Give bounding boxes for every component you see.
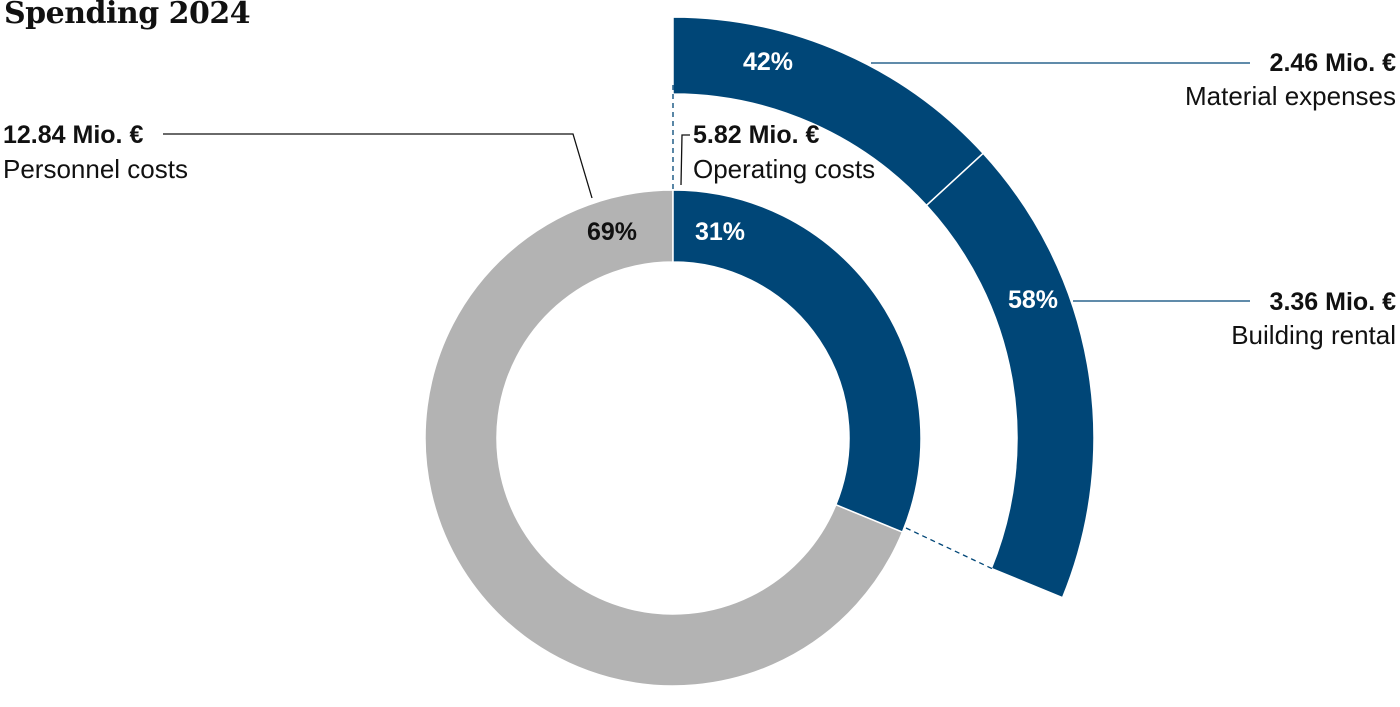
caption-material: Material expenses	[1185, 81, 1396, 111]
leader-personnel	[163, 133, 593, 199]
leader-operating	[680, 134, 690, 186]
outer-ring	[672, 16, 1095, 599]
connector-lines	[163, 62, 1250, 571]
caption-operating: Operating costs	[693, 154, 875, 184]
inner-ring	[424, 189, 922, 687]
slice-rental[interactable]	[925, 152, 1095, 599]
percent-material: 42%	[743, 48, 793, 76]
dashed-connector-bottom	[905, 527, 996, 571]
percent-operating: 31%	[695, 218, 745, 246]
percent-labels: 69% 31% 42% 58%	[587, 48, 1058, 314]
caption-rental: Building rental	[1231, 320, 1396, 350]
amount-material: 2.46 Mio. €	[1270, 49, 1397, 77]
amount-rental: 3.36 Mio. €	[1270, 288, 1397, 316]
callout-labels: 12.84 Mio. € Personnel costs 5.82 Mio. €…	[3, 49, 1396, 350]
percent-rental: 58%	[1008, 286, 1058, 314]
amount-personnel: 12.84 Mio. €	[3, 121, 143, 149]
slice-operating[interactable]	[672, 189, 922, 534]
slice-personnel[interactable]	[424, 189, 904, 687]
percent-personnel: 69%	[587, 218, 637, 246]
caption-personnel: Personnel costs	[3, 154, 188, 184]
chart-title: Spending 2024	[4, 0, 251, 31]
amount-operating: 5.82 Mio. €	[693, 121, 820, 149]
